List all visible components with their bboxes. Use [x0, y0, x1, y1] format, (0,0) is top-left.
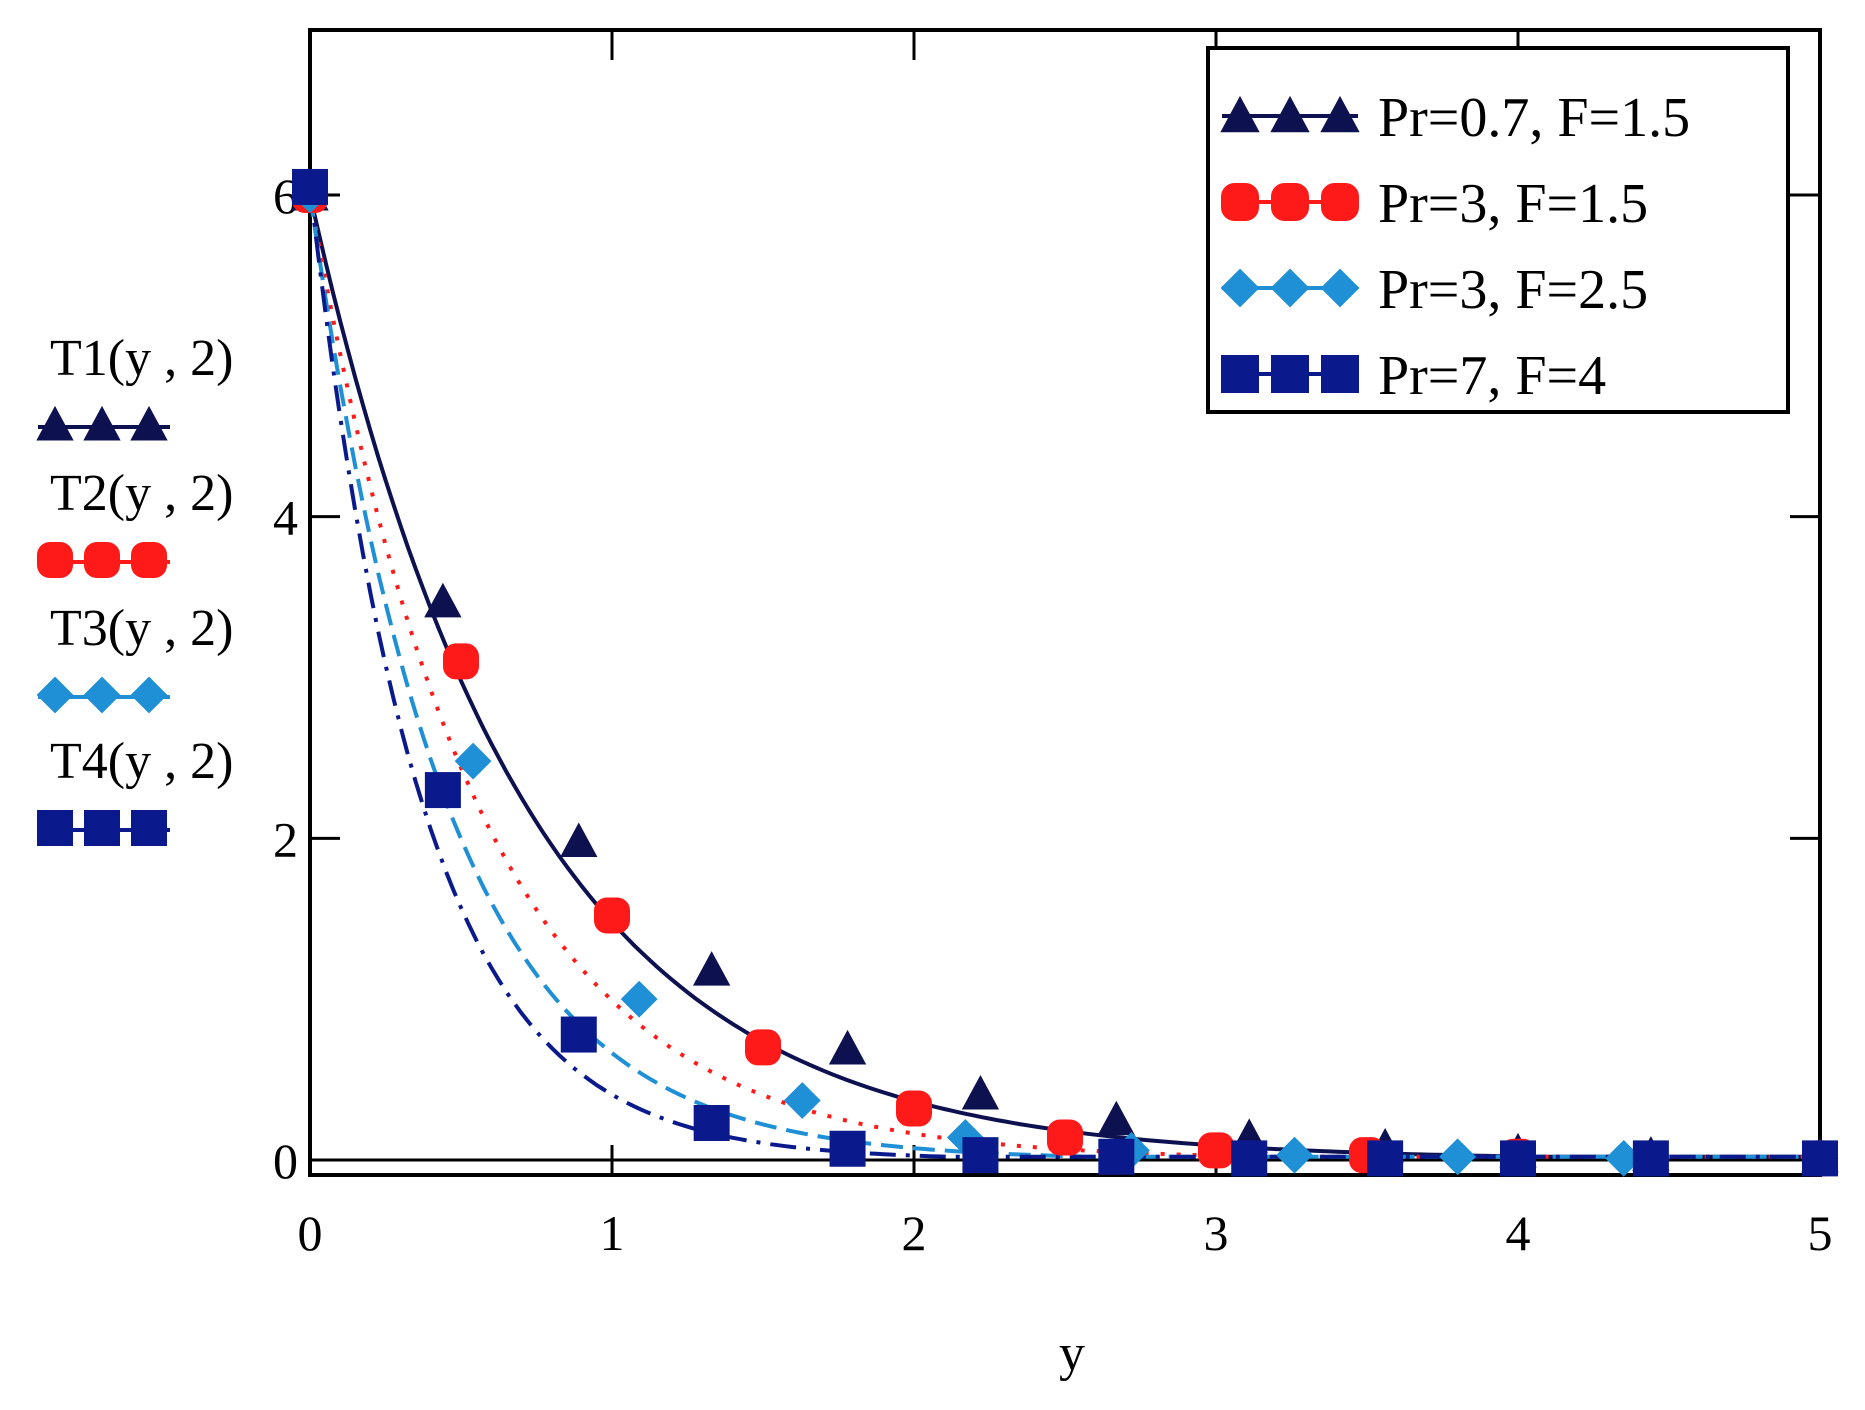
x-tick-label: 4 [1506, 1205, 1531, 1261]
x-tick-label: 2 [902, 1205, 927, 1261]
legend-entry-1: Pr=0.7, F=1.5 [1378, 87, 1690, 149]
marker-s4-p11 [1632, 1140, 1669, 1177]
y-axis-label-3: T3(y , 2) [50, 600, 233, 657]
x-tick-label: 0 [298, 1205, 323, 1261]
y-label-marker-sample [131, 810, 167, 846]
legend-marker-sample [1220, 95, 1260, 133]
y-axis-label-2: T2(y , 2) [50, 465, 233, 522]
marker-s3-p2 [454, 742, 492, 780]
y-label-marker-sample [37, 810, 73, 846]
marker-s4-p5 [829, 1130, 866, 1167]
y-axis-label-1: T1(y , 2) [50, 330, 233, 387]
marker-s2-p5 [896, 1090, 932, 1127]
legend-box [1206, 46, 1790, 414]
marker-s4-p8 [1231, 1140, 1268, 1177]
marker-s1-p3 [560, 822, 598, 857]
marker-s4-p4 [693, 1105, 730, 1142]
legend: Pr=0.7, F=1.5 Pr=3, F=1.5 Pr=3, F=2.5 Pr=7,… [1206, 46, 1790, 414]
marker-s1-p4 [692, 951, 731, 986]
y-label-marker-sample [130, 405, 168, 441]
legend-marker-sample [1321, 183, 1359, 221]
y-label-marker-sample [83, 405, 121, 441]
y-label-marker-sample [36, 676, 74, 714]
y-label-marker-sample [36, 405, 74, 441]
legend-marker-sample [1320, 95, 1360, 133]
x-tick-label: 3 [1204, 1205, 1229, 1261]
marker-s1-p7 [1097, 1100, 1136, 1136]
legend-entry-2: Pr=3, F=1.5 [1378, 173, 1648, 235]
y-axis-labels: T1(y , 2) T2(y , 2) T3(y , 2) T4(y , 2) [36, 330, 233, 846]
x-tick-label: 1 [600, 1205, 625, 1261]
legend-entry-4: Pr=7, F=4 [1378, 345, 1606, 407]
legend-marker-sample [1221, 355, 1259, 393]
marker-s1-p5 [828, 1029, 867, 1065]
marker-s4-p12 [1802, 1140, 1838, 1177]
marker-s2-p3 [594, 897, 630, 934]
marker-s2-p7 [1198, 1132, 1234, 1169]
x-tick-label: 5 [1808, 1205, 1833, 1261]
marker-s4-p6 [962, 1137, 999, 1174]
marker-s4-p7 [1098, 1138, 1135, 1175]
y-label-marker-sample [83, 676, 121, 714]
y-label-marker-sample [131, 542, 167, 578]
marker-s4-p1 [292, 168, 328, 205]
marker-s4-p10 [1500, 1140, 1536, 1177]
legend-marker-sample [1221, 183, 1259, 221]
y-tick-label: 4 [273, 490, 298, 546]
series-line-4 [308, 186, 1820, 1159]
y-label-marker-sample [84, 810, 120, 846]
plot-area [308, 28, 1822, 1177]
marker-s3-p7 [1276, 1136, 1313, 1174]
marker-s3-p3 [620, 980, 658, 1018]
legend-marker-sample [1320, 268, 1360, 308]
legend-entry-3: Pr=3, F=2.5 [1378, 259, 1648, 321]
marker-s2-p4 [745, 1029, 781, 1066]
y-label-marker-sample [130, 676, 168, 714]
series-markers [291, 168, 1839, 1177]
marker-s4-p9 [1367, 1140, 1404, 1177]
legend-marker-sample [1321, 355, 1359, 393]
plot-frame [308, 28, 1822, 1177]
marker-s4-p2 [424, 772, 461, 809]
y-tick-label: 2 [273, 811, 298, 867]
legend-marker-sample [1220, 268, 1260, 308]
x-axis-label: y [1059, 1325, 1085, 1382]
marker-s1-p2 [424, 582, 462, 618]
marker-s3-p4 [783, 1082, 821, 1119]
y-label-marker-sample [84, 542, 120, 578]
legend-marker-sample [1271, 183, 1309, 221]
y-label-marker-sample [37, 542, 73, 578]
marker-s4-p3 [560, 1016, 597, 1053]
y-axis-label-4: T4(y , 2) [50, 733, 233, 790]
marker-s2-p6 [1047, 1119, 1083, 1156]
legend-marker-sample [1270, 268, 1310, 308]
series-line-3 [308, 194, 1820, 1159]
y-tick-label: 0 [273, 1133, 298, 1189]
marker-s2-p2 [443, 643, 479, 680]
marker-s3-p8 [1439, 1138, 1477, 1176]
legend-marker-sample [1271, 355, 1309, 393]
legend-marker-sample [1270, 95, 1310, 133]
marker-s1-p6 [961, 1074, 1000, 1110]
